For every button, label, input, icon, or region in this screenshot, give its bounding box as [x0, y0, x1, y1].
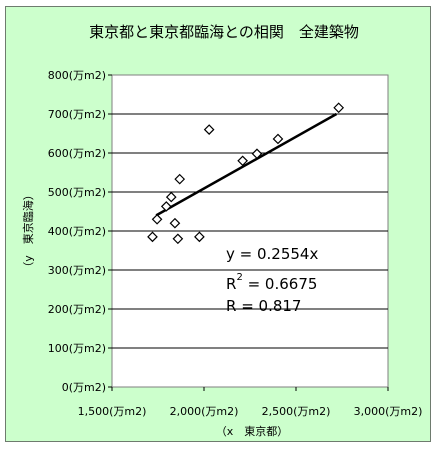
chart-frame: 東京都と東京都臨海との相関 全建築物 0(万m2) 100(万m2) 200(万m2…: [5, 6, 431, 442]
equation-label: y = 0.2554x: [226, 245, 318, 263]
trendline: [155, 112, 338, 217]
chart-title: 東京都と東京都臨海との相関 全建築物: [89, 23, 359, 41]
x-tick-label: 3,000(万m2): [354, 405, 423, 418]
y-axis-ticks: 0(万m2) 100(万m2) 200(万m2) 300(万m2) 400(万m2) 50…: [48, 69, 112, 394]
scatter-chart: 東京都と東京都臨海との相関 全建築物 0(万m2) 100(万m2) 200(万m2…: [21, 23, 423, 438]
data-point: [165, 191, 177, 203]
y-tick-label: 0(万m2): [62, 381, 106, 394]
data-point: [203, 124, 215, 135]
data-point: [174, 173, 186, 185]
data-point: [237, 155, 248, 167]
data-point: [151, 213, 163, 225]
r-squared-value: = 0.6675: [243, 275, 318, 293]
y-tick-label: 700(万m2): [48, 108, 106, 121]
y-tick-label: 500(万m2): [48, 186, 106, 199]
data-point: [333, 102, 345, 114]
data-point: [160, 201, 172, 212]
x-axis-label: （x 東京都）: [216, 424, 289, 438]
y-tick-label: 600(万m2): [48, 147, 106, 160]
data-point: [272, 133, 284, 145]
y-tick-label: 300(万m2): [48, 264, 106, 277]
y-tick-label: 800(万m2): [48, 69, 106, 82]
y-axis-label: （y 東京臨海）: [21, 189, 35, 273]
data-point: [194, 231, 205, 243]
x-tick-label: 2,500(万m2): [262, 405, 331, 418]
x-axis-ticks: 1,500(万m2) 2,000(万m2) 2,500(万m2) 3,000(万m2): [78, 387, 423, 418]
y-tick-label: 200(万m2): [48, 303, 106, 316]
data-point: [147, 231, 158, 243]
r-squared-symbol: R: [226, 275, 236, 293]
y-tick-label: 100(万m2): [48, 342, 106, 355]
grid-lines: [112, 113, 388, 349]
data-point: [251, 148, 263, 160]
y-tick-label: 400(万m2): [48, 225, 106, 238]
data-point: [172, 233, 184, 245]
x-tick-label: 1,500(万m2): [78, 405, 147, 418]
r-label: R = 0.817: [226, 297, 301, 315]
x-tick-label: 2,000(万m2): [170, 405, 239, 418]
data-points: [147, 102, 345, 245]
data-point: [169, 217, 181, 229]
r-squared-label: R2 = 0.6675: [226, 272, 317, 293]
r-squared-superscript: 2: [236, 272, 242, 283]
